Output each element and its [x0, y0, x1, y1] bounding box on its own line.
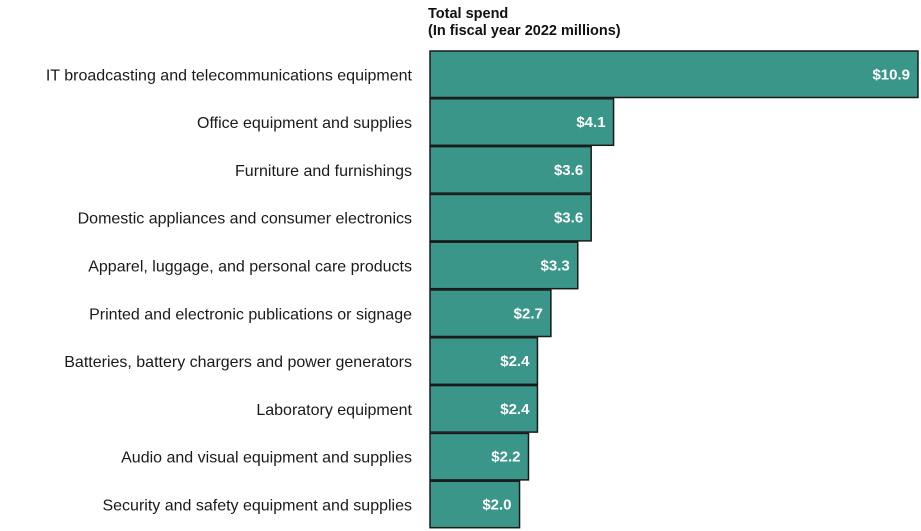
bar-0 — [429, 50, 919, 99]
category-label: Laboratory equipment — [256, 402, 412, 419]
bar-5 — [429, 289, 552, 338]
bar-value-label: $3.6 — [554, 162, 583, 179]
bar-value-label: $10.9 — [872, 66, 910, 83]
bar-1 — [429, 98, 615, 147]
chart-subtitle: (In fiscal year 2022 millions) — [428, 23, 621, 39]
bar-value-label: $3.6 — [554, 210, 583, 227]
bar-value-label: $3.3 — [541, 257, 570, 274]
bar-value-label: $2.7 — [514, 305, 543, 322]
bar-value-label: $2.4 — [500, 401, 530, 418]
bar-4 — [429, 241, 579, 290]
category-label: Apparel, luggage, and personal care prod… — [88, 258, 412, 275]
bar-6 — [429, 337, 539, 386]
category-label: Audio and visual equipment and supplies — [121, 450, 412, 467]
bar-8 — [429, 432, 530, 481]
category-label: Domestic appliances and consumer electro… — [78, 211, 412, 228]
chart-title-block: Total spend (In fiscal year 2022 million… — [428, 6, 621, 40]
category-label: IT broadcasting and telecommunications e… — [46, 67, 413, 84]
bar-2 — [429, 145, 592, 194]
bar-value-label: $4.1 — [576, 114, 605, 131]
category-label: Batteries, battery chargers and power ge… — [64, 354, 412, 371]
bar-value-label: $2.2 — [491, 449, 520, 466]
bar-value-label: $2.4 — [500, 353, 530, 370]
bar-value-label: $2.0 — [482, 496, 511, 513]
bar-9 — [429, 480, 521, 529]
bar-3 — [429, 193, 592, 242]
category-label: Printed and electronic publications or s… — [89, 306, 412, 323]
chart-title: Total spend — [428, 6, 509, 22]
category-label: Office equipment and supplies — [197, 115, 412, 132]
category-label: Furniture and furnishings — [235, 163, 412, 180]
category-label: Security and safety equipment and suppli… — [102, 497, 412, 514]
bar-7 — [429, 384, 539, 433]
